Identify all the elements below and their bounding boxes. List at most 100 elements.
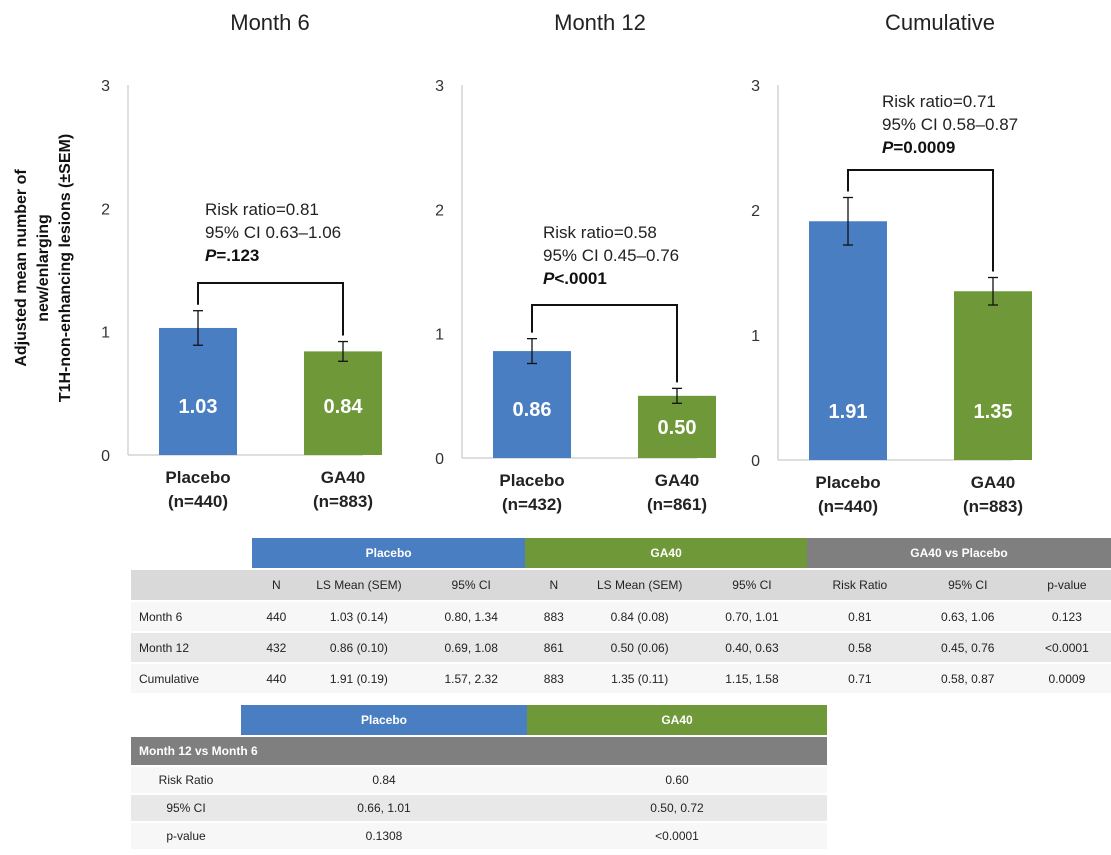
table-column-header: N LS Mean (SEM) 95% CI N LS Mean (SEM) 9… bbox=[131, 569, 1111, 602]
bar-value-label: 1.03 bbox=[179, 396, 218, 418]
bar-value-label: 1.35 bbox=[974, 401, 1013, 423]
bar-charts: Adjusted mean number of new/enlarging T1… bbox=[13, 10, 1032, 516]
table-cell: 883 bbox=[525, 663, 583, 695]
table-cell: 1.57, 2.32 bbox=[417, 663, 526, 695]
p-value-text: =.123 bbox=[216, 246, 259, 265]
table-cell: 0.58, 0.87 bbox=[912, 663, 1023, 695]
table-cell: 0.80, 1.34 bbox=[417, 601, 526, 633]
table-cell: 0.50 (0.06) bbox=[582, 632, 697, 664]
row-label: p-value bbox=[131, 822, 241, 851]
annotation-line: 95% CI 0.45–0.76 bbox=[543, 246, 679, 265]
table-cell: 0.1308 bbox=[241, 822, 527, 851]
p-symbol: P bbox=[882, 138, 894, 157]
table-cell: 0.69, 1.08 bbox=[417, 632, 526, 664]
category-n-label: (n=861) bbox=[647, 495, 707, 514]
bar-placebo bbox=[809, 221, 887, 460]
bar-placebo bbox=[159, 327, 237, 455]
y-tick-label: 3 bbox=[101, 78, 110, 95]
table-cell: 0.63, 1.06 bbox=[912, 601, 1023, 633]
y-axis-label-line-2: new/enlarging bbox=[35, 214, 52, 322]
table-cell: 0.50, 0.72 bbox=[527, 794, 827, 823]
row-label: Month 12 bbox=[131, 632, 253, 664]
chart-panel: Month 6 0 1 2 3 1.03 Placebo (n=440) 0.84 GA40 (n=… bbox=[101, 10, 382, 511]
p-symbol: P bbox=[205, 246, 217, 265]
table-cell: 440 bbox=[252, 601, 301, 633]
table-cell: 0.0009 bbox=[1022, 663, 1111, 695]
chart-title: Month 12 bbox=[554, 10, 646, 35]
table-row: Month 12 432 0.86 (0.10) 0.69, 1.08 861 … bbox=[131, 632, 1111, 664]
y-tick-label: 0 bbox=[101, 448, 110, 465]
table-cell: 0.45, 0.76 bbox=[912, 632, 1023, 664]
significance-bracket bbox=[847, 169, 994, 272]
category-n-label: (n=432) bbox=[502, 495, 562, 514]
bar-value-label: 1.91 bbox=[829, 401, 868, 423]
bar-ga40 bbox=[638, 395, 716, 458]
group-ga40: GA40 bbox=[525, 538, 807, 570]
section-title: Month 12 vs Month 6 bbox=[131, 736, 827, 767]
significance-bracket bbox=[197, 282, 344, 336]
row-label: Month 6 bbox=[131, 601, 253, 633]
group-ga40: GA40 bbox=[527, 705, 827, 737]
annotation-p-value: P<.0001 bbox=[543, 269, 607, 288]
p-value-text: =0.0009 bbox=[893, 138, 955, 157]
table2-group-header: Placebo GA40 bbox=[131, 705, 827, 737]
col-header: LS Mean (SEM) bbox=[582, 569, 697, 602]
p-symbol: P bbox=[543, 269, 555, 288]
annotation-line: 95% CI 0.58–0.87 bbox=[882, 115, 1018, 134]
row-label: Risk Ratio bbox=[131, 766, 241, 795]
table-row: 95% CI 0.66, 1.01 0.50, 0.72 bbox=[131, 794, 827, 823]
table-cell: 0.71 bbox=[807, 663, 913, 695]
y-axis-label: Adjusted mean number of new/enlarging T1… bbox=[13, 134, 74, 402]
category-label: GA40 bbox=[655, 471, 699, 490]
table-cell: 1.03 (0.14) bbox=[300, 601, 418, 633]
table-row: Cumulative 440 1.91 (0.19) 1.57, 2.32 88… bbox=[131, 663, 1111, 695]
p-value-text: <.0001 bbox=[554, 269, 606, 288]
col-header: Risk Ratio bbox=[807, 569, 913, 602]
row-label: 95% CI bbox=[131, 794, 241, 823]
annotation-line: Risk ratio=0.81 bbox=[205, 200, 319, 219]
category-label: GA40 bbox=[321, 468, 365, 487]
category-n-label: (n=883) bbox=[963, 497, 1023, 516]
annotation-line: Risk ratio=0.71 bbox=[882, 92, 996, 111]
group-placebo: Placebo bbox=[252, 538, 526, 570]
table-cell: 861 bbox=[525, 632, 583, 664]
table-cell: 0.70, 1.01 bbox=[696, 601, 807, 633]
annotation-p-value: P=.123 bbox=[205, 246, 259, 265]
category-label: Placebo bbox=[165, 468, 230, 487]
col-header: 95% CI bbox=[417, 569, 526, 602]
y-tick-label: 1 bbox=[751, 328, 760, 345]
table-cell: <0.0001 bbox=[527, 822, 827, 851]
table-cell: 0.40, 0.63 bbox=[696, 632, 807, 664]
row-label: Cumulative bbox=[131, 663, 253, 695]
col-header: 95% CI bbox=[696, 569, 807, 602]
table-cell: 1.35 (0.11) bbox=[582, 663, 697, 695]
category-n-label: (n=883) bbox=[313, 492, 373, 511]
y-tick-label: 0 bbox=[751, 453, 760, 470]
category-label: GA40 bbox=[971, 473, 1015, 492]
annotation-line: 95% CI 0.63–1.06 bbox=[205, 223, 341, 242]
bar-value-label: 0.50 bbox=[658, 417, 697, 439]
table-cell: 883 bbox=[525, 601, 583, 633]
category-n-label: (n=440) bbox=[818, 497, 878, 516]
chart-title: Cumulative bbox=[885, 10, 995, 35]
results-table: Placebo GA40 GA40 vs Placebo N LS Mean (… bbox=[131, 538, 1111, 695]
y-tick-label: 2 bbox=[751, 203, 760, 220]
bar-placebo bbox=[493, 351, 571, 458]
bar-ga40 bbox=[954, 291, 1032, 460]
y-tick-label: 3 bbox=[435, 78, 444, 95]
table-cell: 0.81 bbox=[807, 601, 913, 633]
bar-value-label: 0.84 bbox=[324, 396, 364, 418]
table-cell: 0.123 bbox=[1022, 601, 1111, 633]
chart-panel: Cumulative 0 1 2 3 1.91 Placebo (n=440) 1.35 GA40… bbox=[751, 10, 1032, 516]
month-comparison-table: Placebo GA40 Month 12 vs Month 6 Risk Ra… bbox=[131, 705, 827, 851]
col-header: N bbox=[252, 569, 301, 602]
y-tick-label: 3 bbox=[751, 78, 760, 95]
table-row: p-value 0.1308 <0.0001 bbox=[131, 822, 827, 851]
annotation-line: Risk ratio=0.58 bbox=[543, 223, 657, 242]
table-cell: 0.58 bbox=[807, 632, 913, 664]
category-n-label: (n=440) bbox=[168, 492, 228, 511]
table-row: Month 6 440 1.03 (0.14) 0.80, 1.34 883 0… bbox=[131, 601, 1111, 633]
y-tick-label: 1 bbox=[435, 327, 444, 344]
annotation-p-value: P=0.0009 bbox=[882, 138, 955, 157]
col-header: LS Mean (SEM) bbox=[300, 569, 418, 602]
